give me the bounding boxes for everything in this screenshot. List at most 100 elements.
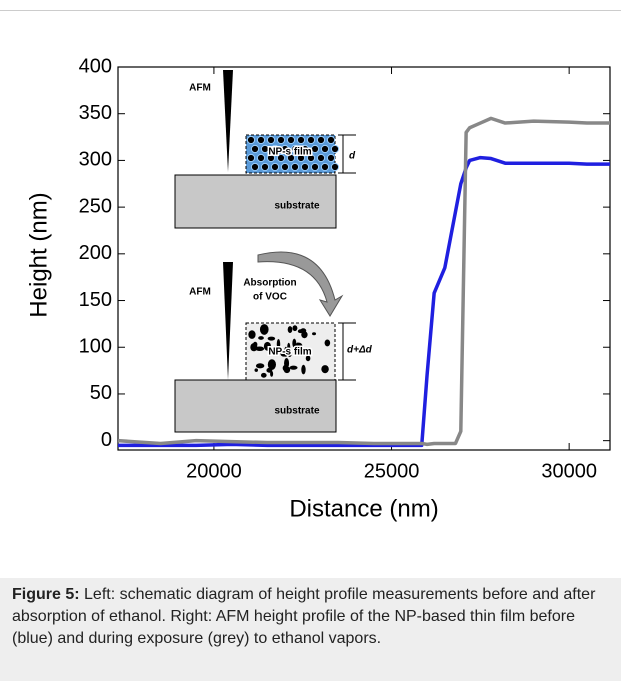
dot	[256, 153, 266, 163]
dot	[284, 357, 290, 369]
dot	[296, 153, 306, 163]
dot	[286, 135, 296, 145]
dot	[276, 153, 286, 163]
dot	[330, 144, 340, 154]
dot	[326, 153, 336, 163]
dot	[270, 144, 280, 154]
x-tick-label: 30000	[541, 460, 597, 482]
substrate-box	[174, 379, 337, 433]
dot	[280, 144, 290, 154]
dot	[301, 364, 306, 375]
dot	[310, 162, 320, 172]
label: substrate	[274, 406, 319, 417]
dot	[320, 144, 330, 154]
y-tick-label: 100	[79, 336, 112, 358]
dot	[295, 343, 300, 355]
data-line	[117, 116, 610, 447]
dot	[270, 162, 280, 172]
caption: Figure 5: Left: schematic diagram of hei…	[0, 578, 621, 681]
dot	[267, 359, 276, 370]
x-tick-label: 20000	[186, 460, 242, 482]
dot	[266, 135, 276, 145]
dot	[316, 135, 326, 145]
y-tick-label: 250	[79, 195, 112, 217]
y-tick-label: 400	[79, 55, 112, 77]
label: NP-s film	[268, 147, 311, 158]
dot	[250, 144, 260, 154]
label: of VOC	[253, 292, 287, 303]
substrate-box	[174, 174, 337, 229]
afm-tip	[223, 262, 233, 380]
schematic: AFM NP-s film d substrate Absorption of …	[174, 70, 373, 433]
caption-label: Figure 5:	[12, 586, 80, 603]
dot	[248, 330, 256, 339]
dot	[290, 144, 300, 154]
x-tick-label: 25000	[364, 460, 420, 482]
dot	[261, 327, 266, 331]
dot	[256, 135, 266, 145]
arrow	[257, 251, 344, 317]
dot	[321, 365, 329, 374]
label: d	[349, 151, 356, 162]
dot	[260, 162, 270, 172]
dot	[260, 372, 267, 378]
data-line	[118, 155, 610, 448]
plot-frame	[117, 66, 611, 451]
dot	[292, 325, 298, 332]
dot	[246, 153, 256, 163]
caption-text: Left: schematic diagram of height profil…	[12, 586, 596, 647]
y-tick-label: 200	[79, 242, 112, 264]
y-tick-label: 350	[79, 102, 112, 124]
afm-tip	[223, 70, 233, 172]
label: d+Δd	[347, 345, 373, 356]
y-tick-label: 300	[79, 149, 112, 171]
dot	[312, 332, 317, 336]
dot	[324, 339, 331, 347]
dot	[254, 368, 258, 372]
dot	[266, 153, 276, 163]
dot	[300, 144, 310, 154]
dot	[263, 341, 271, 351]
dot	[305, 355, 311, 362]
dot	[280, 162, 290, 172]
dot	[258, 336, 264, 340]
dot	[296, 135, 306, 145]
y-tick-label: 50	[90, 382, 112, 404]
dot	[255, 346, 265, 352]
dot	[297, 329, 304, 334]
dot	[276, 338, 281, 350]
dot	[267, 336, 276, 341]
label: NP-s film	[268, 347, 311, 358]
y-axis-label: Height (nm)	[25, 192, 52, 317]
dot	[250, 162, 260, 172]
dot	[300, 162, 310, 172]
dot	[283, 366, 291, 374]
dot	[326, 135, 336, 145]
label: AFM	[189, 287, 211, 298]
dot	[316, 153, 326, 163]
dot	[287, 326, 293, 334]
label: substrate	[274, 201, 319, 212]
dot	[276, 135, 286, 145]
film-dots	[248, 324, 331, 378]
dot	[310, 144, 320, 154]
dot	[280, 351, 288, 357]
film-dots	[246, 135, 340, 172]
dot	[255, 363, 265, 369]
dot	[306, 153, 316, 163]
dot	[320, 162, 330, 172]
dot	[306, 135, 316, 145]
dot	[260, 144, 270, 154]
label: AFM	[189, 83, 211, 94]
dot	[286, 153, 296, 163]
dot	[287, 342, 291, 352]
dot	[253, 341, 258, 348]
dot	[290, 162, 300, 172]
x-axis-label: Distance (nm)	[289, 495, 438, 522]
dot	[330, 162, 340, 172]
y-tick-label: 0	[101, 429, 112, 451]
dot	[301, 331, 308, 339]
dot	[246, 135, 256, 145]
label: Absorption	[243, 278, 296, 289]
